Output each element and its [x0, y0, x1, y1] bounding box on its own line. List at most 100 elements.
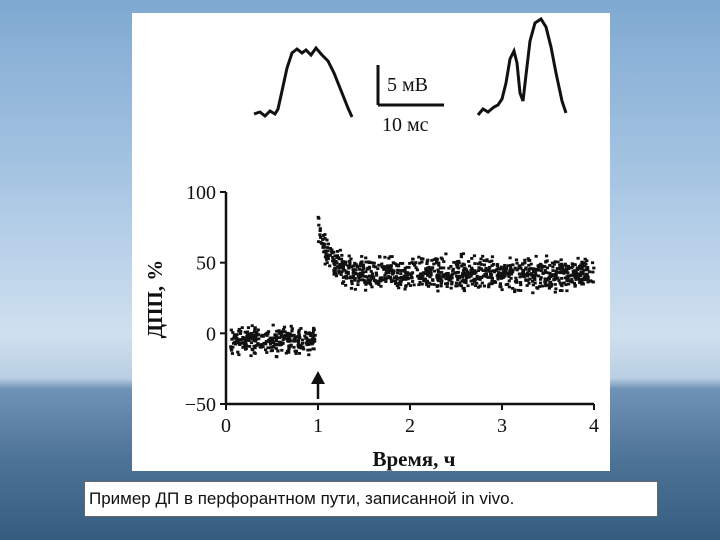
- data-point: [445, 272, 449, 275]
- data-point: [246, 332, 250, 336]
- data-point: [324, 254, 328, 258]
- data-point: [290, 334, 294, 337]
- data-point: [277, 332, 281, 335]
- data-point: [277, 329, 281, 333]
- data-point: [281, 342, 285, 346]
- data-point: [370, 272, 375, 276]
- data-point: [316, 240, 321, 244]
- data-point: [476, 262, 480, 266]
- data-point: [252, 330, 257, 334]
- data-point: [461, 262, 465, 266]
- data-point: [507, 285, 511, 289]
- data-point: [252, 333, 256, 337]
- data-point: [492, 270, 497, 274]
- data-point: [354, 272, 358, 276]
- data-point: [589, 279, 593, 283]
- data-point: [456, 275, 460, 279]
- arrow-annotation: [311, 371, 325, 399]
- data-point: [387, 265, 391, 269]
- data-point: [349, 286, 354, 290]
- data-point: [370, 285, 374, 289]
- data-point: [476, 277, 480, 281]
- data-point: [235, 341, 240, 345]
- data-point: [348, 259, 352, 263]
- data-point: [529, 267, 533, 270]
- data-point: [248, 332, 252, 336]
- data-point: [490, 277, 495, 280]
- data-point: [363, 275, 368, 278]
- data-point: [418, 261, 422, 265]
- data-point: [449, 286, 453, 290]
- data-point: [299, 344, 303, 347]
- data-point: [272, 345, 276, 349]
- data-point: [261, 334, 265, 338]
- data-point: [555, 267, 560, 271]
- data-point: [341, 281, 345, 285]
- data-point: [263, 348, 268, 352]
- data-point: [559, 283, 563, 286]
- data-point: [442, 266, 446, 270]
- data-point: [457, 283, 462, 287]
- data-point: [452, 260, 456, 264]
- data-point: [566, 279, 571, 282]
- data-point: [323, 242, 327, 246]
- data-point: [279, 335, 283, 338]
- data-point: [473, 278, 478, 281]
- data-point: [481, 274, 486, 278]
- data-point: [434, 259, 439, 263]
- data-point: [249, 354, 253, 358]
- data-point: [268, 342, 273, 346]
- data-point: [401, 276, 406, 279]
- data-point: [510, 269, 514, 272]
- data-point: [231, 331, 235, 334]
- data-point: [529, 262, 533, 266]
- data-point: [407, 282, 411, 286]
- data-point: [357, 267, 362, 271]
- data-point: [448, 276, 452, 280]
- x-tick-label: 4: [589, 415, 599, 437]
- data-point: [328, 247, 333, 250]
- data-point: [560, 264, 564, 268]
- data-point: [528, 258, 532, 262]
- data-point: [365, 281, 369, 285]
- data-point: [521, 262, 525, 266]
- data-point: [435, 274, 439, 277]
- data-point: [368, 278, 373, 282]
- data-point: [523, 258, 527, 262]
- data-point: [255, 343, 260, 347]
- data-point: [478, 275, 483, 279]
- data-point: [399, 283, 403, 286]
- data-point: [437, 273, 441, 277]
- data-point: [586, 277, 590, 281]
- data-point: [581, 281, 585, 285]
- data-point: [246, 336, 251, 340]
- data-point: [415, 268, 419, 272]
- data-point: [527, 263, 531, 267]
- trace-before: [253, 45, 354, 119]
- data-point: [432, 262, 436, 266]
- data-point: [367, 265, 372, 269]
- data-point: [287, 347, 291, 351]
- data-point: [574, 271, 578, 275]
- data-point: [335, 250, 340, 253]
- data-point: [426, 274, 430, 277]
- data-point: [572, 281, 577, 285]
- data-point: [513, 288, 517, 292]
- data-point: [364, 260, 368, 264]
- data-point: [479, 257, 483, 261]
- data-point: [592, 266, 596, 270]
- data-point: [544, 271, 548, 274]
- data-point: [543, 268, 547, 272]
- data-point: [558, 281, 562, 285]
- data-point: [297, 330, 301, 334]
- data-point: [299, 327, 303, 330]
- data-point: [258, 343, 262, 346]
- data-point: [235, 333, 239, 336]
- data-point: [339, 273, 343, 276]
- data-point: [309, 332, 313, 335]
- data-point: [398, 280, 402, 283]
- data-point: [435, 276, 439, 280]
- data-point: [356, 283, 360, 287]
- data-point: [444, 282, 448, 286]
- data-point: [464, 278, 468, 282]
